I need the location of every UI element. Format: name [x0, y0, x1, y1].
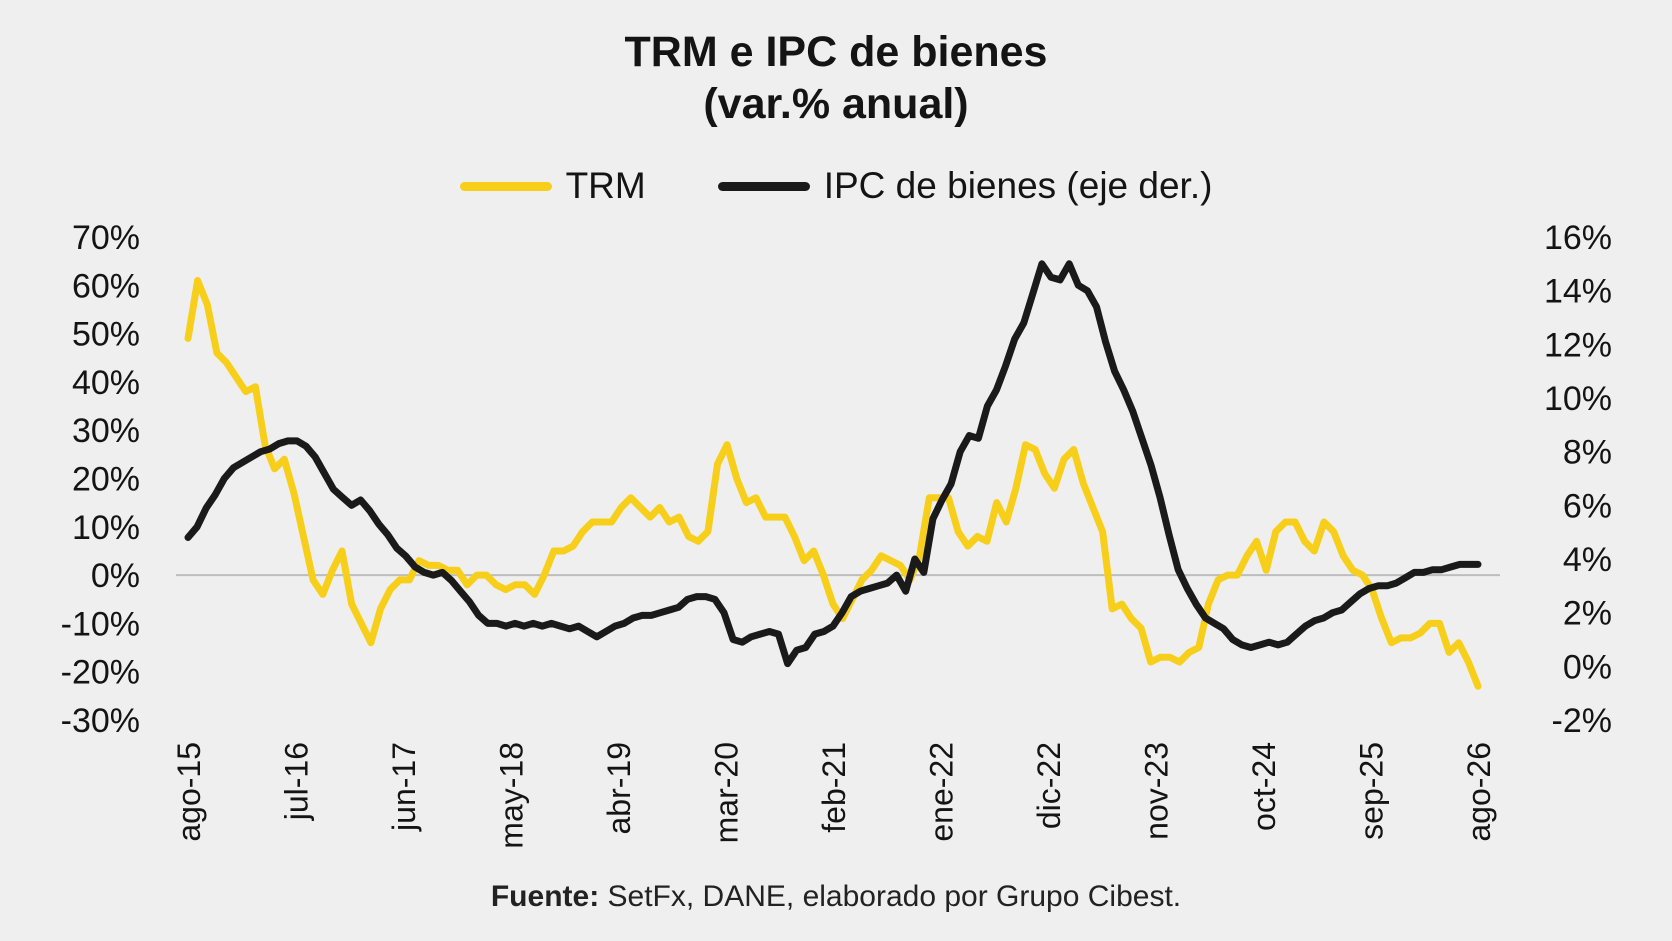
legend-label-trm: TRM — [565, 165, 646, 206]
x-tick-label: jun-17 — [386, 742, 422, 832]
y-right-tick-label: 12% — [1544, 326, 1612, 364]
y-right-tick-label: 0% — [1563, 648, 1612, 686]
x-tick-label: ene-22 — [924, 742, 960, 842]
x-tick-label: oct-24 — [1246, 742, 1282, 831]
y-left-tick-label: 50% — [72, 316, 140, 354]
x-tick-label: feb-21 — [816, 742, 852, 833]
legend-item-ipc: IPC de bienes (eje der.) — [717, 165, 1213, 207]
source-note: Fuente: SetFx, DANE, elaborado por Grupo… — [0, 880, 1672, 914]
legend-item-trm: TRM — [459, 165, 646, 207]
y-right-tick-label: 4% — [1563, 541, 1612, 579]
x-tick-label: sep-25 — [1354, 742, 1390, 840]
x-tick-label: nov-23 — [1139, 742, 1175, 840]
chart-subtitle: (var.% anual) — [703, 80, 969, 128]
y-right-tick-label: 14% — [1544, 273, 1612, 311]
trm-line — [184, 277, 1482, 690]
y-right-tick-label: 16% — [1544, 219, 1612, 257]
y-left-tick-label: 70% — [72, 219, 140, 257]
y-right-tick-label: 10% — [1544, 380, 1612, 418]
x-tick-label: jul-16 — [279, 742, 315, 821]
y-right-tick-label: 6% — [1563, 487, 1612, 525]
y-left-tick-label: 60% — [72, 267, 140, 305]
y-left-tick-label: -20% — [61, 654, 140, 692]
y-right-tick-label: 8% — [1563, 434, 1612, 472]
legend-swatch-ipc — [717, 181, 810, 191]
x-tick-label: may-18 — [494, 742, 530, 849]
chart-legend: TRM IPC de bienes (eje der.) — [0, 160, 1672, 212]
y-right-tick-label: -2% — [1552, 702, 1612, 740]
legend-label-ipc: IPC de bienes (eje der.) — [823, 165, 1213, 206]
x-tick-label: ago-15 — [171, 742, 207, 842]
chart-title-main: TRM e IPC de bienes — [624, 28, 1048, 76]
x-tick-label: ago-26 — [1461, 742, 1497, 842]
x-tick-label: mar-20 — [709, 742, 745, 843]
source-text: SetFx, DANE, elaborado por Grupo Cibest. — [599, 880, 1182, 913]
y-left-tick-label: -30% — [61, 702, 140, 740]
y-left-tick-label: 30% — [72, 412, 140, 450]
y-right-tick-label: 2% — [1563, 595, 1612, 633]
chart-title: TRM e IPC de bienes (var.% anual) — [0, 26, 1672, 130]
source-label: Fuente: — [490, 880, 600, 913]
y-left-tick-label: 40% — [72, 364, 140, 402]
ipc-bienes-line — [184, 260, 1482, 668]
x-tick-label: dic-22 — [1031, 742, 1067, 829]
y-left-tick-label: 10% — [72, 509, 140, 547]
x-tick-label: abr-19 — [601, 742, 637, 835]
legend-swatch-trm — [459, 181, 552, 191]
y-left-tick-label: 0% — [91, 557, 140, 595]
y-left-tick-label: 20% — [72, 461, 140, 499]
y-left-tick-label: -10% — [61, 605, 140, 643]
